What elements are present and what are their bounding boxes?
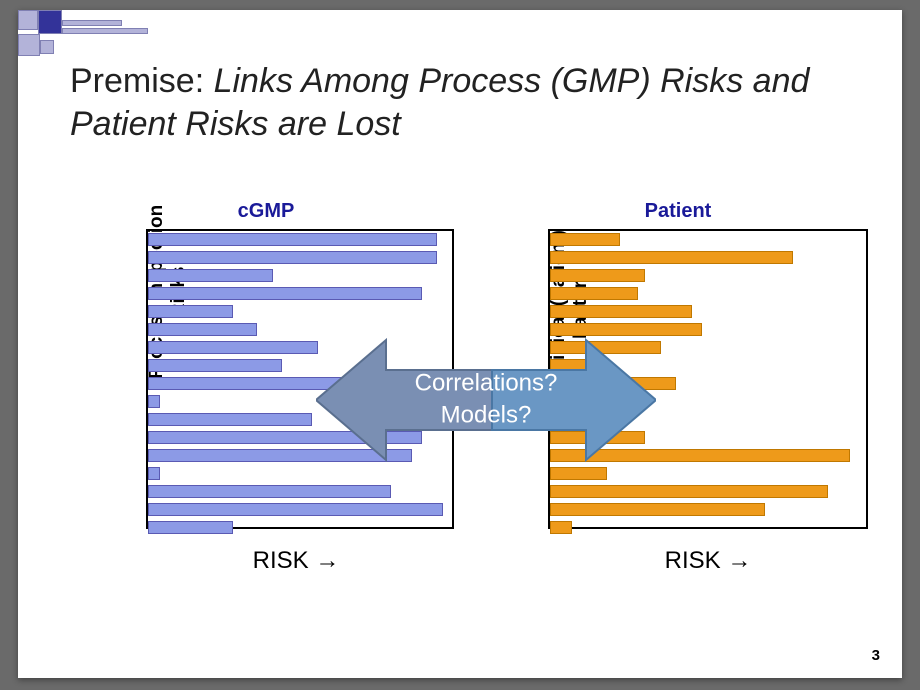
cgmp-chart-title: cGMP xyxy=(66,200,466,223)
slide: Premise: Links Among Process (GMP) Risks… xyxy=(18,10,902,678)
cgmp-x-axis-label: RISK → xyxy=(126,547,466,575)
bar xyxy=(550,287,638,300)
bar xyxy=(550,305,692,318)
bar xyxy=(550,269,645,282)
bar xyxy=(148,485,391,498)
bar xyxy=(148,521,233,534)
bar xyxy=(148,467,160,480)
bar xyxy=(550,503,765,516)
bar xyxy=(550,233,620,246)
bar xyxy=(148,503,443,516)
bar xyxy=(148,395,160,408)
page-number: 3 xyxy=(872,647,880,664)
patient-chart-title: Patient xyxy=(478,200,878,223)
slide-title: Premise: Links Among Process (GMP) Risks… xyxy=(70,60,870,145)
bar xyxy=(148,269,273,282)
bar xyxy=(148,233,437,246)
arrow-text: Correlations?Models? xyxy=(366,368,606,433)
corner-decoration xyxy=(18,10,148,62)
bar xyxy=(550,521,572,534)
bar xyxy=(148,251,437,264)
bar xyxy=(148,341,318,354)
correlation-arrow-group: Correlations?Models? xyxy=(316,330,656,470)
bar xyxy=(148,359,282,372)
bar xyxy=(148,305,233,318)
bar xyxy=(148,323,257,336)
bar xyxy=(550,485,828,498)
patient-x-axis-label: RISK → xyxy=(538,547,878,575)
bar xyxy=(550,251,793,264)
bar xyxy=(148,413,312,426)
bar xyxy=(148,287,422,300)
title-prefix: Premise: xyxy=(70,62,214,100)
